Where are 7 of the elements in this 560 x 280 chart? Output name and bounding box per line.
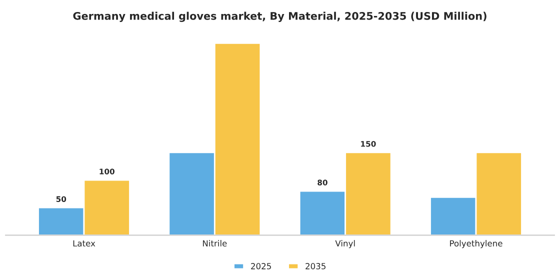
x-tick-label: Latex [73,240,96,247]
x-tick-label: Nitrile [202,240,227,247]
legend-label: 2025 [251,263,271,270]
legend-label: 2035 [306,263,326,270]
x-tick-label: Polyethylene [450,240,502,248]
x-tick-label: Vinyl [335,240,355,248]
chart-title: Germany medical gloves market, By Material, 2025-2035 (USD Million) [73,12,486,22]
